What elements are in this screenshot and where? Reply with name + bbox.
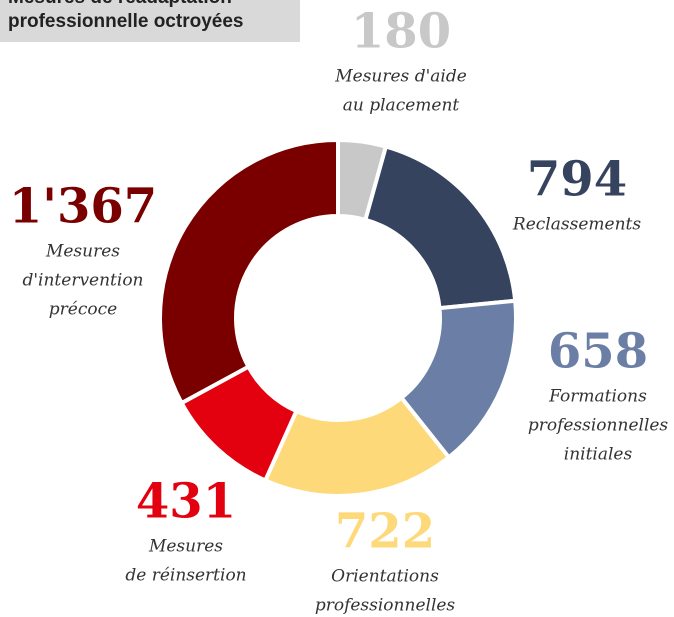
chart-title: professionnelle octroyées (8, 11, 243, 32)
donut-segment (362, 144, 518, 311)
value-label: 431 (136, 474, 236, 530)
category-label: précoce (49, 300, 117, 320)
category-label: d'intervention (22, 271, 143, 291)
value-label: 658 (548, 324, 648, 380)
category-label: Mesures (45, 242, 120, 262)
category-label: Formations (548, 387, 647, 407)
category-label: professionnelles (315, 596, 456, 616)
value-label: 722 (335, 504, 435, 560)
category-label: professionnelles (528, 416, 669, 436)
chart-title: Mesures de réadaptation (8, 0, 232, 8)
category-label: Mesures d'aide (334, 67, 467, 87)
category-label: Orientations (331, 567, 439, 587)
value-label: 1'367 (9, 179, 157, 235)
category-label: au placement (343, 96, 460, 116)
value-label: 180 (351, 4, 451, 60)
title-box (0, 0, 300, 42)
category-label: de réinsertion (125, 566, 246, 586)
category-label: Mesures (148, 537, 223, 557)
value-label: 794 (527, 152, 627, 208)
category-label: initiales (564, 445, 633, 465)
category-label: Reclassements (512, 215, 641, 235)
donut-segment (158, 137, 340, 406)
